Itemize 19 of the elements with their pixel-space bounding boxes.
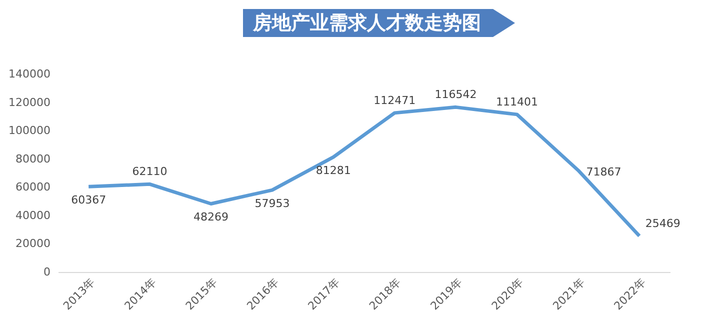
y-tick-label: 140000 xyxy=(8,68,50,80)
data-label: 112471 xyxy=(374,94,416,107)
data-label: 81281 xyxy=(316,164,351,178)
y-tick-label: 0 xyxy=(44,266,50,278)
data-label: 62110 xyxy=(132,165,168,178)
y-tick-label: 20000 xyxy=(16,237,50,250)
y-tick-label: 40000 xyxy=(16,208,50,222)
data-label: 25469 xyxy=(645,216,680,230)
data-label: 111401 xyxy=(496,95,538,108)
y-tick-label: 60000 xyxy=(16,180,50,194)
chart-title: 房地产业需求人才数走势图 xyxy=(243,9,515,37)
data-label: 48269 xyxy=(194,210,228,224)
y-tick-label: 80000 xyxy=(16,152,50,166)
data-label: 71867 xyxy=(586,165,622,178)
data-label: 57953 xyxy=(254,197,290,210)
data-label: 60367 xyxy=(71,194,106,207)
data-label: 116542 xyxy=(434,88,477,102)
y-tick-label: 100000 xyxy=(8,124,50,138)
y-tick-label: 120000 xyxy=(8,96,50,109)
